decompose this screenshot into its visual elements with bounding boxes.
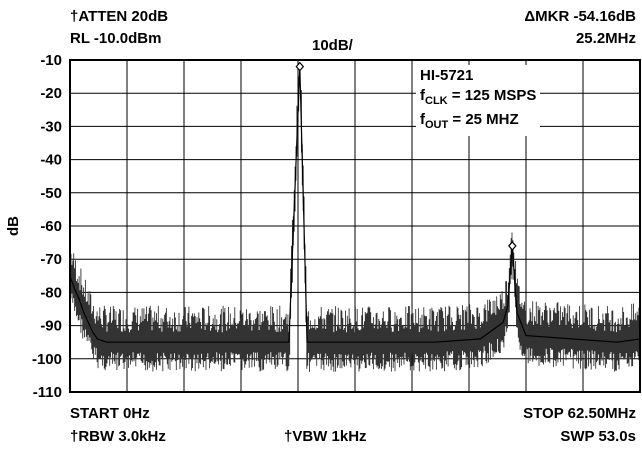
stop-freq-label: STOP 62.50MHz [523, 405, 636, 422]
rbw-label: †RBW 3.0kHz [70, 428, 166, 445]
fout-value: = 25 MHZ [448, 111, 519, 128]
start-freq-label: START 0Hz [70, 405, 150, 422]
y-tick-label: -30 [40, 118, 62, 135]
y-tick-label: -10 [40, 52, 62, 69]
fclk-line: fCLK = 125 MSPS [420, 87, 536, 110]
sweep-time-label: SWP 53.0s [560, 428, 636, 445]
y-tick-label: -40 [40, 152, 62, 169]
y-tick-label: -90 [40, 318, 62, 335]
marker-freq-label: 25.2MHz [575, 30, 636, 47]
part-number: HI-5721 [420, 67, 474, 84]
scale-label: 10dB/ [312, 37, 353, 54]
fout-symbol: f [420, 111, 425, 128]
marker-group [295, 61, 517, 251]
fclk-subscript: CLK [425, 95, 448, 107]
atten-label: †ATTEN 20dB [70, 8, 169, 25]
ref-level-label: RL -10.0dBm [70, 30, 162, 47]
y-tick-label: -50 [40, 185, 62, 202]
y-tick-label: -60 [40, 218, 62, 235]
y-tick-label: -70 [40, 251, 62, 268]
fclk-value: = 125 MSPS [447, 87, 537, 104]
marker-diamond [508, 241, 517, 251]
fout-subscript: OUT [425, 119, 449, 131]
y-axis-label: dB [5, 216, 22, 236]
y-tick-label: -20 [40, 85, 62, 102]
fout-line: fOUT = 25 MHZ [420, 111, 536, 134]
trace-line [69, 66, 641, 343]
y-tick-label: -100 [32, 351, 62, 368]
fclk-symbol: f [420, 87, 425, 104]
device-annotation: HI-5721 fCLK = 125 MSPS fOUT = 25 MHZ [416, 65, 541, 136]
marker-diamond [295, 61, 305, 72]
spectrum-trace [69, 66, 641, 343]
y-tick-label: -80 [40, 284, 62, 301]
plot-frame [69, 59, 641, 393]
y-tick-labels: -10 -20 -30 -40 -50 -60 -70 -80 -90 -100 -110 [32, 52, 62, 401]
y-tick-label: -110 [33, 384, 62, 401]
marker-delta-label: ΔMKR -54.16dB [524, 8, 636, 25]
vbw-label: †VBW 1kHz [284, 428, 367, 445]
